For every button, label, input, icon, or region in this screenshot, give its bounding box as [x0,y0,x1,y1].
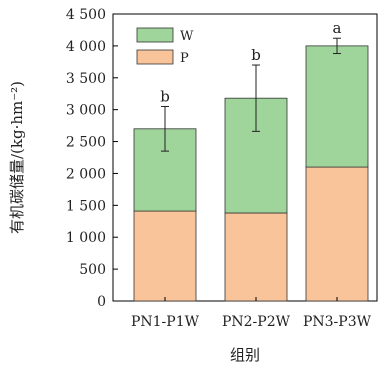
bars [133,45,369,302]
significance-letter: b [251,46,261,64]
y-axis-ticks: 0 500 1 000 1 500 2 000 2 500 3 000 3 500 4 000 4… [66,7,118,310]
significance-letters: b b a [160,19,341,105]
y-axis-label: 有机碳储量/(kg·hm⁻²) [8,81,26,234]
x-tick-label: PN1-P1W [131,314,200,330]
legend-swatch-p [136,49,174,65]
legend-swatch-w [136,27,174,43]
x-axis-label: 组别 [230,346,260,364]
significance-letter: a [333,19,342,37]
bar-segment-p [133,210,197,302]
y-tick-label: 3 500 [66,71,106,87]
error-bars [161,37,341,152]
y-tick-label: 1 500 [66,198,106,214]
bar-segment-p [224,212,288,302]
legend-label: P [180,51,189,66]
x-tick-label: PN3-P3W [303,314,372,330]
x-tick-label: PN2-P2W [222,314,291,330]
y-tick-label: 2 500 [66,135,106,151]
bar-segment-w [305,45,369,168]
x-axis-ticks: PN1-P1W PN2-P2W PN3-P3W [131,297,372,330]
y-tick-label: 2 000 [66,166,106,182]
bar-segment-p [305,166,369,302]
y-tick-label: 500 [79,262,106,278]
y-tick-label: 1 000 [66,230,106,246]
significance-letter: b [160,87,170,105]
legend: WP [136,27,194,66]
legend-label: W [180,29,194,44]
y-tick-label: 0 [97,294,106,310]
y-tick-label: 4 000 [66,39,106,55]
y-tick-label: 3 000 [66,103,106,119]
y-tick-label: 4 500 [66,7,106,23]
